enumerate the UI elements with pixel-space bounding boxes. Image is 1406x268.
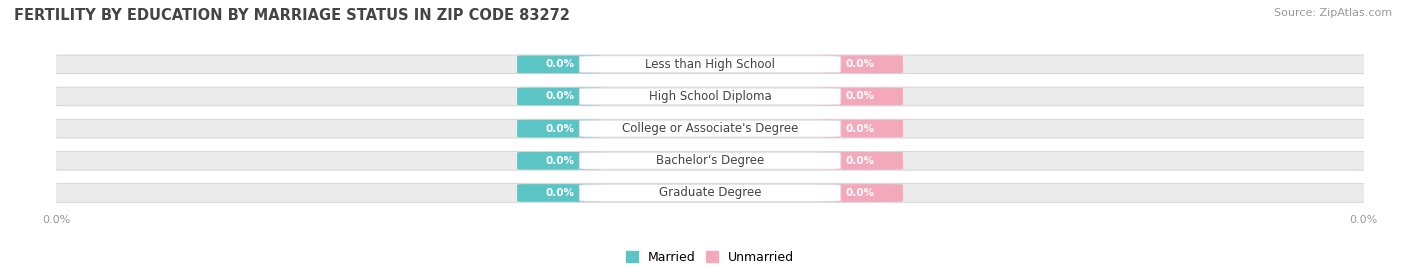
FancyBboxPatch shape <box>44 151 1376 170</box>
FancyBboxPatch shape <box>517 88 602 105</box>
Text: 0.0%: 0.0% <box>546 156 574 166</box>
FancyBboxPatch shape <box>44 119 1376 138</box>
FancyBboxPatch shape <box>579 185 841 201</box>
Text: 0.0%: 0.0% <box>546 91 574 102</box>
Text: Bachelor's Degree: Bachelor's Degree <box>657 154 763 167</box>
Text: 0.0%: 0.0% <box>846 188 875 198</box>
Text: 0.0%: 0.0% <box>846 91 875 102</box>
FancyBboxPatch shape <box>579 88 841 105</box>
Text: 0.0%: 0.0% <box>846 59 875 69</box>
Text: 0.0%: 0.0% <box>846 124 875 134</box>
Text: Graduate Degree: Graduate Degree <box>659 187 761 199</box>
FancyBboxPatch shape <box>517 184 602 202</box>
FancyBboxPatch shape <box>517 152 602 170</box>
FancyBboxPatch shape <box>579 152 841 169</box>
Text: 0.0%: 0.0% <box>546 124 574 134</box>
FancyBboxPatch shape <box>818 55 903 73</box>
Text: College or Associate's Degree: College or Associate's Degree <box>621 122 799 135</box>
FancyBboxPatch shape <box>818 152 903 170</box>
FancyBboxPatch shape <box>818 184 903 202</box>
FancyBboxPatch shape <box>517 120 602 137</box>
Text: 0.0%: 0.0% <box>846 156 875 166</box>
Text: 0.0%: 0.0% <box>546 59 574 69</box>
FancyBboxPatch shape <box>517 55 602 73</box>
Text: FERTILITY BY EDUCATION BY MARRIAGE STATUS IN ZIP CODE 83272: FERTILITY BY EDUCATION BY MARRIAGE STATU… <box>14 8 569 23</box>
Text: Less than High School: Less than High School <box>645 58 775 71</box>
FancyBboxPatch shape <box>44 87 1376 106</box>
FancyBboxPatch shape <box>818 88 903 105</box>
FancyBboxPatch shape <box>579 56 841 73</box>
FancyBboxPatch shape <box>44 55 1376 74</box>
FancyBboxPatch shape <box>818 120 903 137</box>
Legend: Married, Unmarried: Married, Unmarried <box>626 251 794 264</box>
Text: 0.0%: 0.0% <box>546 188 574 198</box>
Text: High School Diploma: High School Diploma <box>648 90 772 103</box>
FancyBboxPatch shape <box>579 120 841 137</box>
FancyBboxPatch shape <box>44 184 1376 202</box>
Text: Source: ZipAtlas.com: Source: ZipAtlas.com <box>1274 8 1392 18</box>
